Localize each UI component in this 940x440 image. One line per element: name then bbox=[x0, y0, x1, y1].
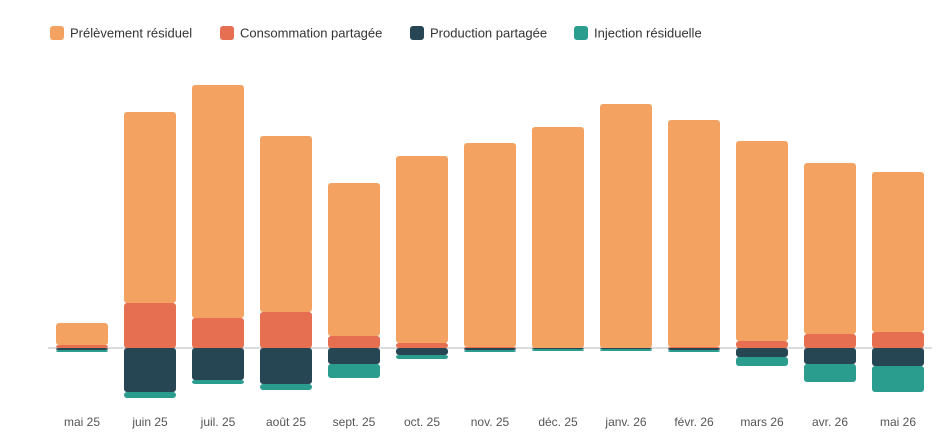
bar-segment bbox=[872, 172, 924, 332]
bar-segment bbox=[872, 348, 924, 366]
legend-marker bbox=[574, 26, 588, 40]
bar-segment bbox=[124, 348, 176, 392]
bar-segment bbox=[192, 85, 244, 318]
x-tick-label: mars 26 bbox=[740, 415, 784, 429]
bar-segment bbox=[260, 348, 312, 384]
bar-segment bbox=[192, 348, 244, 380]
bar-segment bbox=[328, 336, 380, 348]
bar-segment bbox=[804, 364, 856, 382]
legend-label: Injection résiduelle bbox=[594, 25, 702, 40]
x-tick-label: juin 25 bbox=[131, 415, 168, 429]
x-tick-label: janv. 26 bbox=[604, 415, 646, 429]
bar-segment bbox=[600, 349, 652, 351]
bar-segment bbox=[56, 350, 108, 352]
x-tick-label: mai 26 bbox=[880, 415, 916, 429]
bar-segment bbox=[532, 127, 584, 348]
x-tick-label: août 25 bbox=[266, 415, 306, 429]
bar-segment bbox=[668, 347, 720, 348]
bar-segment bbox=[464, 143, 516, 347]
x-tick-label: avr. 26 bbox=[812, 415, 848, 429]
bar-segment bbox=[260, 384, 312, 390]
legend-marker bbox=[220, 26, 234, 40]
x-tick-label: mai 25 bbox=[64, 415, 100, 429]
bar-segment bbox=[736, 141, 788, 341]
bar-segment bbox=[804, 348, 856, 364]
bar-segment bbox=[192, 380, 244, 384]
legend-label: Production partagée bbox=[430, 25, 547, 40]
bar-segment bbox=[56, 345, 108, 348]
bar-segment bbox=[532, 348, 584, 349]
bar-segment bbox=[396, 343, 448, 348]
bar-segment bbox=[124, 303, 176, 348]
bar-segment bbox=[668, 350, 720, 352]
bar-segment bbox=[804, 334, 856, 348]
bar-segment bbox=[396, 156, 448, 343]
bar-segment bbox=[56, 348, 108, 350]
bar-segment bbox=[600, 104, 652, 348]
legend-label: Prélèvement résiduel bbox=[70, 25, 192, 40]
bar-segment bbox=[124, 392, 176, 398]
bar-segment bbox=[464, 347, 516, 348]
bar-segment bbox=[328, 364, 380, 378]
legend-marker bbox=[410, 26, 424, 40]
x-tick-label: juil. 25 bbox=[200, 415, 236, 429]
bar-segment bbox=[260, 136, 312, 312]
bar-segment bbox=[736, 348, 788, 357]
bar-segment bbox=[736, 341, 788, 348]
bar-segment bbox=[396, 355, 448, 359]
bar-segment bbox=[328, 183, 380, 336]
bar-segment bbox=[600, 348, 652, 349]
bar-segment bbox=[192, 318, 244, 348]
bar-segment bbox=[328, 348, 380, 364]
x-tick-label: déc. 25 bbox=[538, 415, 578, 429]
bar-segment bbox=[532, 349, 584, 351]
x-tick-label: sept. 25 bbox=[333, 415, 376, 429]
x-tick-label: févr. 26 bbox=[674, 415, 714, 429]
bar-segment bbox=[736, 357, 788, 366]
bar-segment bbox=[668, 120, 720, 347]
legend-marker bbox=[50, 26, 64, 40]
bar-segment bbox=[464, 348, 516, 350]
bar-segment bbox=[124, 112, 176, 303]
x-tick-label: nov. 25 bbox=[471, 415, 510, 429]
bar-segment bbox=[56, 323, 108, 345]
bar-segment bbox=[464, 350, 516, 352]
bar-segment bbox=[260, 312, 312, 348]
x-tick-label: oct. 25 bbox=[404, 415, 440, 429]
bar-segment bbox=[396, 348, 448, 355]
bar-segment bbox=[872, 366, 924, 392]
bar-segment bbox=[804, 163, 856, 334]
bar-segment bbox=[872, 332, 924, 348]
legend-label: Consommation partagée bbox=[240, 25, 382, 40]
bar-segment bbox=[668, 348, 720, 350]
